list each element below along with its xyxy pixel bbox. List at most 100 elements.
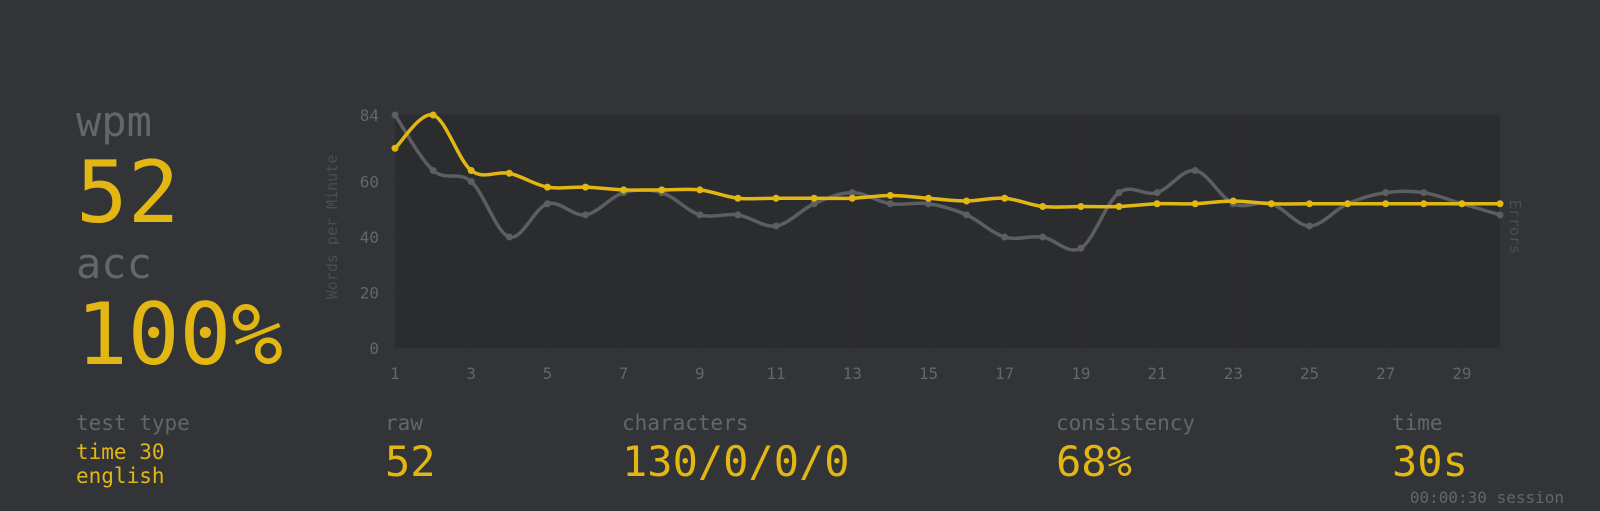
data-point-wpm [810,194,818,202]
x-tick-label: 23 [1224,364,1243,383]
data-point-raw [505,233,513,241]
x-tick-label: 21 [1147,364,1166,383]
raw-stat: raw 52 [385,410,436,486]
acc-value[interactable]: 100% [76,285,284,385]
data-point-wpm [848,194,856,202]
data-point-wpm [1344,200,1352,208]
data-point-wpm [1420,200,1428,208]
data-point-wpm [658,186,666,194]
x-tick-label: 9 [695,364,705,383]
acc-label: acc [76,239,152,288]
data-point-raw [924,200,932,208]
characters-label: characters [622,411,749,435]
x-tick-label: 17 [995,364,1014,383]
characters-value[interactable]: 130/0/0/0 [622,437,850,486]
data-point-raw [391,111,399,119]
data-point-wpm [1382,200,1390,208]
data-point-wpm [505,169,513,177]
consistency-value[interactable]: 68% [1056,437,1132,486]
x-tick-label: 25 [1300,364,1319,383]
time-value[interactable]: 30s [1392,437,1468,486]
data-point-wpm [1115,203,1123,211]
x-tick-label: 27 [1376,364,1395,383]
data-point-raw [772,222,780,230]
y-tick-label: 20 [360,284,379,303]
data-point-raw [1001,233,1009,241]
data-point-raw [467,178,475,186]
data-point-wpm [429,111,437,119]
plot-area [395,115,1500,348]
x-tick-label: 29 [1452,364,1471,383]
y-tick-label: 60 [360,173,379,192]
data-point-wpm [1191,200,1199,208]
data-point-wpm [543,183,551,191]
data-point-wpm [924,194,932,202]
raw-value[interactable]: 52 [385,437,436,486]
main-stats: wpm 52 acc 100% [76,97,284,385]
data-point-raw [582,211,590,219]
data-point-wpm [1305,200,1313,208]
data-point-raw [1382,189,1390,197]
data-point-raw [1191,166,1199,174]
x-tick-label: 11 [766,364,785,383]
data-point-wpm [734,194,742,202]
x-tick-label: 7 [619,364,629,383]
raw-label: raw [385,411,423,435]
data-point-wpm [1496,200,1504,208]
data-point-raw [429,166,437,174]
wpm-value[interactable]: 52 [76,143,180,243]
data-point-wpm [620,186,628,194]
data-point-raw [963,211,971,219]
data-point-raw [1305,222,1313,230]
data-point-wpm [1039,203,1047,211]
test-type-mode[interactable]: time 30 [76,440,165,464]
x-tick-label: 1 [390,364,400,383]
data-point-wpm [391,144,399,152]
session-time: 00:00:30 session [1409,488,1564,507]
wpm-chart[interactable]: 1 3 5 7 9 11 13 15 17 19 21 23 25 27 29 0 20 40 60 84 Words… [320,95,1590,395]
data-point-wpm [582,183,590,191]
x-tick-label: 5 [543,364,553,383]
data-point-raw [543,200,551,208]
data-point-raw [1420,189,1428,197]
data-point-raw [1077,244,1085,252]
data-point-wpm [772,194,780,202]
data-point-raw [1039,233,1047,241]
data-point-raw [1153,189,1161,197]
data-point-wpm [467,166,475,174]
y2-axis-label: Errors [1506,200,1524,254]
data-point-wpm [1458,200,1466,208]
y-tick-label: 84 [360,106,379,125]
data-point-wpm [1229,197,1237,205]
test-type-stat: test type time 30 english [76,410,190,488]
data-point-raw [1115,189,1123,197]
x-tick-label: 13 [843,364,862,383]
x-tick-label: 15 [919,364,938,383]
data-point-raw [696,211,704,219]
data-point-wpm [1153,200,1161,208]
wpm-label: wpm [76,97,152,146]
data-point-raw [848,189,856,197]
data-point-wpm [1267,200,1275,208]
data-point-wpm [696,186,704,194]
y-tick-label: 40 [360,228,379,247]
consistency-label: consistency [1056,411,1196,435]
data-point-wpm [1077,203,1085,211]
consistency-stat: consistency 68% [1056,410,1195,486]
characters-stat: characters 130/0/0/0 [622,410,850,486]
time-label: time [1392,411,1443,435]
data-point-wpm [1001,194,1009,202]
data-point-raw [1496,211,1504,219]
data-point-raw [810,200,818,208]
y-axis-label: Words per Minute [323,155,341,300]
y-tick-label: 0 [369,339,379,358]
data-point-wpm [886,191,894,199]
time-stat: time 30s [1392,410,1468,486]
x-tick-label: 3 [466,364,476,383]
test-type-label: test type [76,411,190,435]
data-point-raw [886,200,894,208]
x-tick-label: 19 [1071,364,1090,383]
data-point-wpm [963,197,971,205]
test-type-language[interactable]: english [76,464,165,488]
